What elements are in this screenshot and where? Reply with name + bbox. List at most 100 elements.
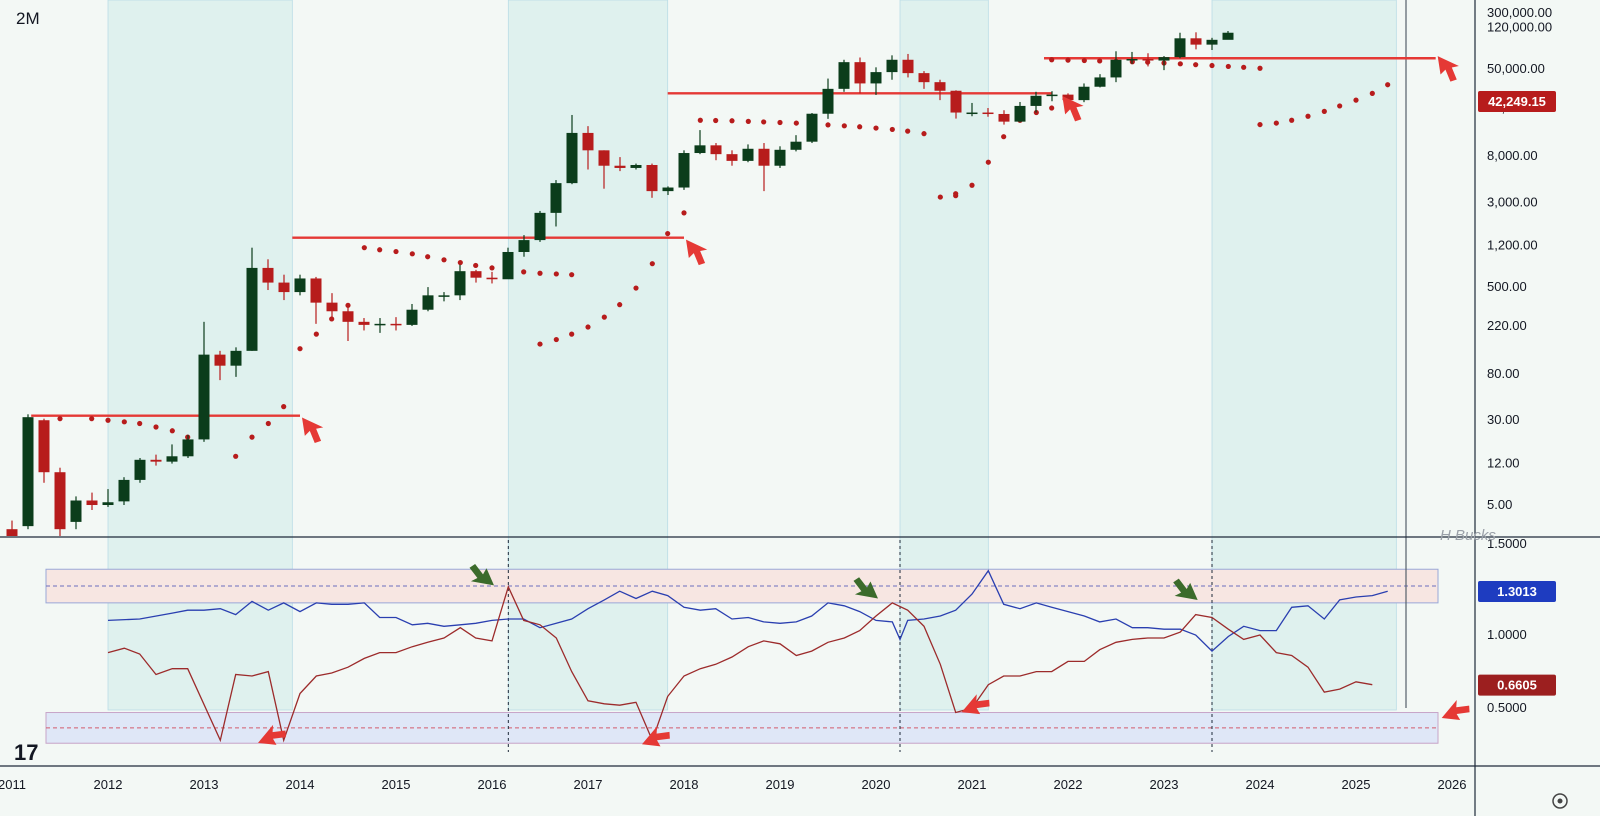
- last-price-badge[interactable]: 42,249.15: [1488, 94, 1546, 109]
- candle-bull[interactable]: [22, 417, 34, 527]
- time-axis-label[interactable]: 2018: [670, 777, 699, 792]
- time-axis-label[interactable]: 2013: [190, 777, 219, 792]
- candle-bull[interactable]: [742, 148, 754, 161]
- candle-bear[interactable]: [918, 73, 930, 83]
- price-axis-label[interactable]: 500.00: [1487, 279, 1527, 294]
- candle-bear[interactable]: [598, 150, 610, 166]
- osc-blue-badge[interactable]: 1.3013: [1497, 584, 1537, 599]
- candle-bear[interactable]: [854, 62, 866, 84]
- tradingview-logo[interactable]: 17: [14, 740, 38, 765]
- oscillator-blue-line[interactable]: [107, 569, 1388, 652]
- candle-bear[interactable]: [902, 59, 914, 74]
- candle-bear[interactable]: [262, 267, 274, 283]
- candle-bull[interactable]: [838, 62, 850, 89]
- time-axis-label[interactable]: 2020: [862, 777, 891, 792]
- candle-bull[interactable]: [1094, 77, 1106, 87]
- time-axis-label[interactable]: 2024: [1246, 777, 1275, 792]
- candle-bear[interactable]: [1062, 94, 1074, 101]
- price-axis-label[interactable]: 220.00: [1487, 318, 1527, 333]
- candle-bull[interactable]: [790, 141, 802, 150]
- candle-bull[interactable]: [118, 479, 130, 502]
- candle-bull[interactable]: [246, 267, 258, 351]
- price-axis-label[interactable]: 12.00: [1487, 456, 1520, 471]
- price-axis-label[interactable]: 1,200.00: [1487, 238, 1538, 253]
- candle-bear[interactable]: [470, 271, 482, 278]
- price-axis-label[interactable]: 120,000.00: [1487, 20, 1552, 35]
- candle-bull[interactable]: [70, 500, 82, 522]
- candle-bull[interactable]: [678, 153, 690, 188]
- candle-bear[interactable]: [614, 165, 626, 168]
- candle-bear[interactable]: [950, 90, 962, 113]
- candle-bear[interactable]: [54, 472, 66, 530]
- oscillator-red-line[interactable]: [107, 584, 1373, 743]
- candle-bull[interactable]: [1110, 59, 1122, 78]
- time-axis-label[interactable]: 2016: [478, 777, 507, 792]
- candle-bull[interactable]: [566, 132, 578, 184]
- time-axis-label[interactable]: 2012: [94, 777, 123, 792]
- candle-bull[interactable]: [1030, 95, 1042, 106]
- candle-bull[interactable]: [870, 72, 882, 84]
- price-axis-label[interactable]: 5.00: [1487, 497, 1512, 512]
- candle-bear[interactable]: [326, 302, 338, 312]
- candle-bear[interactable]: [390, 323, 402, 326]
- candle-bear[interactable]: [214, 354, 226, 366]
- candle-bear[interactable]: [38, 420, 50, 473]
- candle-bear[interactable]: [342, 311, 354, 322]
- time-axis-label[interactable]: 2015: [382, 777, 411, 792]
- time-axis-label[interactable]: 2011: [0, 777, 26, 792]
- candle-bull[interactable]: [454, 271, 466, 296]
- candle-bull[interactable]: [822, 88, 834, 114]
- candle-bear[interactable]: [646, 164, 658, 192]
- candle-bull[interactable]: [550, 183, 562, 213]
- candle-bear[interactable]: [310, 278, 322, 303]
- time-axis-label[interactable]: 2022: [1054, 777, 1083, 792]
- candle-bull[interactable]: [374, 323, 386, 326]
- time-axis-label[interactable]: 2021: [958, 777, 987, 792]
- candle-bull[interactable]: [694, 145, 706, 154]
- candle-bull[interactable]: [630, 164, 642, 168]
- candle-bear[interactable]: [726, 154, 738, 161]
- time-axis-label[interactable]: 2026: [1438, 777, 1467, 792]
- time-axis-label[interactable]: 2019: [766, 777, 795, 792]
- candle-bull[interactable]: [438, 295, 450, 297]
- osc-axis-label[interactable]: 0.5000: [1487, 700, 1527, 715]
- candle-bull[interactable]: [1126, 58, 1138, 61]
- candle-bull[interactable]: [134, 459, 146, 480]
- candle-bull[interactable]: [182, 439, 194, 457]
- candle-bull[interactable]: [1014, 105, 1026, 122]
- candle-bear[interactable]: [486, 277, 498, 280]
- candle-bear[interactable]: [982, 112, 994, 115]
- candle-bull[interactable]: [230, 350, 242, 366]
- time-axis-label[interactable]: 2014: [286, 777, 315, 792]
- candle-bull[interactable]: [886, 59, 898, 73]
- osc-axis-label[interactable]: 1.0000: [1487, 627, 1527, 642]
- candle-bear[interactable]: [710, 145, 722, 155]
- candle-bull[interactable]: [166, 456, 178, 462]
- candle-bull[interactable]: [534, 212, 546, 241]
- candle-bear[interactable]: [358, 321, 370, 325]
- candle-bear[interactable]: [582, 132, 594, 151]
- osc-axis-label[interactable]: 1.5000: [1487, 536, 1527, 551]
- candle-bear[interactable]: [1190, 38, 1202, 45]
- time-axis-label[interactable]: 2025: [1342, 777, 1371, 792]
- osc-red-badge[interactable]: 0.6605: [1497, 678, 1537, 693]
- candle-bull[interactable]: [662, 187, 674, 192]
- candle-bear[interactable]: [998, 113, 1010, 122]
- price-axis-label[interactable]: 8,000.00: [1487, 148, 1538, 163]
- timeframe-label[interactable]: 2M: [16, 9, 40, 28]
- candle-bull[interactable]: [1174, 38, 1186, 58]
- candle-bull[interactable]: [806, 113, 818, 142]
- candle-bull[interactable]: [406, 309, 418, 325]
- candle-bull[interactable]: [1078, 86, 1090, 101]
- price-axis-label[interactable]: 80.00: [1487, 366, 1520, 381]
- price-axis-label[interactable]: 30.00: [1487, 412, 1520, 427]
- candle-bear[interactable]: [278, 282, 290, 293]
- candle-bull[interactable]: [774, 149, 786, 166]
- candle-bull[interactable]: [294, 278, 306, 293]
- settings-icon[interactable]: [1552, 793, 1568, 809]
- candle-bull[interactable]: [1206, 39, 1218, 45]
- candle-bull[interactable]: [518, 240, 530, 252]
- candle-bull[interactable]: [422, 295, 434, 310]
- candle-bear[interactable]: [6, 529, 18, 536]
